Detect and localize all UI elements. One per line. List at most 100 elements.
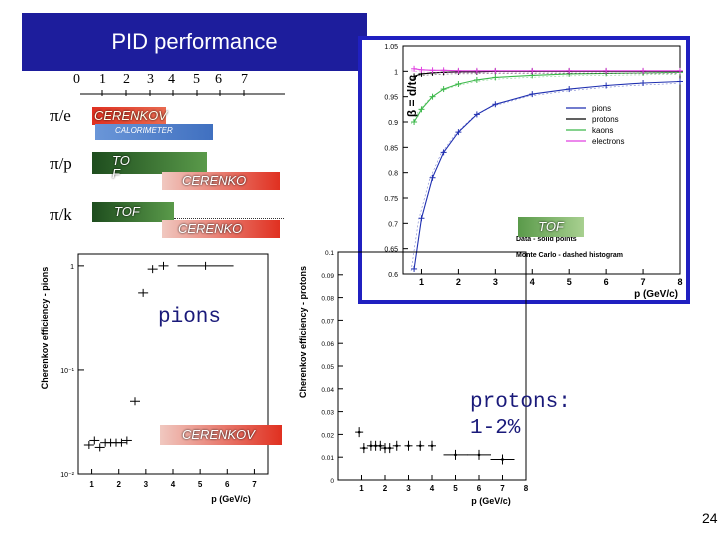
x-axis-label: p (GeV/c)	[211, 494, 251, 504]
note-monte-carlo: Monte Carlo - dashed histogram	[516, 252, 623, 259]
cerenkov-overlay-label: CERENKOV	[160, 425, 282, 445]
x-tick-label: 4	[171, 480, 176, 489]
data-marker	[362, 446, 366, 450]
x-tick-label: 7	[252, 480, 257, 489]
scale-tick-label: 0	[73, 72, 80, 87]
calorimeter-label: CALORIMETER	[115, 126, 173, 135]
x-tick-label: 3	[144, 480, 149, 489]
series-line-pions	[413, 80, 681, 269]
protons-annotation: protons: 1-2%	[470, 391, 571, 440]
y-tick-label: 0.8	[388, 171, 398, 178]
data-marker	[407, 444, 410, 448]
title-banner: PID performance	[22, 13, 367, 71]
y-tick-label: 0.7	[388, 221, 398, 228]
y-tick-label: 0.85	[384, 145, 398, 152]
note-data: Data - solid points	[516, 236, 577, 243]
label-pi-p: π/p	[50, 154, 72, 173]
x-tick-label: 6	[477, 484, 482, 493]
data-marker	[383, 446, 387, 450]
beta-vs-momentum-chart: 0.6 0.65 0.7 0.75 0.8 0.85 0.9 0.95 1 1.05 1 2 3 4 5 6 7…	[358, 36, 690, 304]
pions-annotation: pions	[158, 306, 222, 329]
scale-tick-label: 1	[99, 72, 106, 87]
scale-tick-label: 3	[147, 72, 154, 87]
y-tick-label: 0.6	[388, 272, 398, 279]
y-tick-label: 0.02	[321, 432, 334, 439]
y-tick-label: 0.01	[321, 455, 334, 462]
legend-label-pions: pions	[592, 104, 611, 113]
x-tick-label: 2	[116, 480, 121, 489]
cerenkov-bar-pi-p: CERENKO	[162, 172, 280, 190]
x-axis-label: p (GeV/c)	[471, 496, 511, 506]
x-tick-label: 3	[406, 484, 411, 493]
data-marker	[418, 444, 422, 448]
cerenkov-bar-pi-k: CERENKO	[162, 220, 280, 238]
x-tick-label: 2	[456, 277, 461, 287]
y-tick-label: 0.08	[321, 296, 334, 303]
data-marker	[379, 444, 382, 448]
data-marker	[374, 444, 377, 448]
data-marker	[430, 444, 434, 448]
data-marker	[501, 458, 504, 461]
y-tick-label: 0	[330, 478, 334, 485]
mc-histogram-protons	[411, 73, 677, 79]
y-tick-label: 10⁻²	[60, 472, 74, 479]
y-tick-label: 0.05	[321, 364, 334, 371]
tof-bar-pi-p: TO F	[92, 152, 207, 180]
scale-tick-label: 5	[193, 72, 200, 87]
scale-tick-label: 4	[168, 72, 175, 87]
slide-title: PID performance	[111, 29, 278, 54]
pi-k-dotted-line	[174, 218, 284, 219]
pion-cherenkov-efficiency-chart: 10⁻² 10⁻¹ 1 1 2 3 4 5 6 7p (GeV/c) Cherenkov effic…	[40, 253, 269, 504]
x-tick-label: 1	[89, 480, 94, 489]
y-axis-label: Cherenkov efficiency - pions	[40, 267, 50, 390]
x-tick-label: 8	[677, 277, 682, 287]
y-tick-label: 10⁻¹	[60, 368, 74, 375]
plot-area	[402, 45, 681, 275]
y-tick-label: 0.07	[321, 318, 334, 325]
tof-bar-pi-k: TOF	[92, 202, 174, 222]
x-tick-label: 4	[430, 484, 435, 493]
tof-overlay-label: TOF	[518, 217, 584, 237]
momentum-axis	[80, 90, 285, 96]
x-tick-label: 4	[530, 277, 535, 287]
y-tick-label: 0.09	[321, 273, 334, 280]
x-tick-label: 5	[567, 277, 572, 287]
x-axis-label: p (GeV/c)	[634, 289, 678, 300]
x-tick-label: 6	[225, 480, 230, 489]
page-number: 24	[702, 510, 718, 526]
y-tick-label: 0.03	[321, 410, 334, 417]
mc-histogram-kaons	[410, 74, 678, 125]
legend-label-protons: protons	[592, 115, 619, 124]
scale-tick-label: 2	[123, 72, 130, 87]
data-marker	[395, 444, 399, 448]
label-pi-k: π/k	[50, 205, 72, 224]
tof-label-pi-k: TOF	[114, 204, 140, 219]
y-tick-label: 0.06	[321, 341, 334, 348]
y-tick-label: 0.65	[384, 247, 398, 254]
y-tick-label: 1.05	[384, 44, 398, 51]
y-tick-label: 1	[70, 264, 74, 271]
proton-cherenkov-efficiency-chart: 0 0.01 0.02 0.03 0.04 0.05 0.06 0.07 0.08 0.09 0.1…	[298, 250, 529, 506]
data-marker	[388, 446, 391, 450]
x-tick-label: 1	[419, 277, 424, 287]
data-marker	[357, 430, 361, 434]
chart-frame	[358, 36, 690, 304]
x-tick-label: 3	[493, 277, 498, 287]
cerenkov-bar-pi-e: CERENKOV	[92, 107, 167, 125]
momentum-scale: 0 1 2 3 4 5 6 7	[60, 72, 290, 94]
legend-label-kaons: kaons	[592, 126, 613, 135]
x-tick-label: 1	[359, 484, 364, 493]
legend-label-electrons: electrons	[592, 137, 624, 146]
y-tick-label: 0.95	[384, 95, 398, 102]
x-tick-label: 7	[500, 484, 505, 493]
y-tick-label: 1	[394, 69, 398, 76]
y-tick-label: 0.9	[388, 120, 398, 127]
label-pi-e: π/e	[50, 106, 71, 125]
data-marker	[477, 453, 481, 457]
x-tick-label: 8	[524, 484, 529, 493]
y-axis-label: β = d/tc	[405, 75, 419, 118]
y-tick-label: 0.75	[384, 196, 398, 203]
x-tick-label: 2	[383, 484, 388, 493]
data-marker	[369, 444, 373, 448]
x-tick-label: 6	[604, 277, 609, 287]
